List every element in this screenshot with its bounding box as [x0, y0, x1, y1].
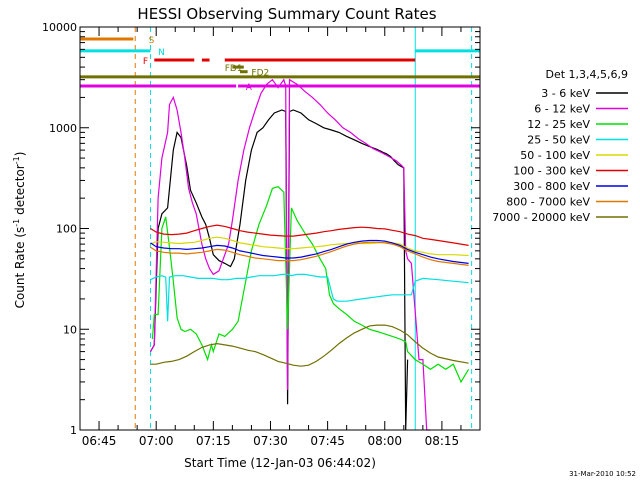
x-tick-label-5: 08:00: [367, 434, 402, 448]
x-tick-label-6: 08:15: [425, 434, 460, 448]
legend-label-8: 7000 - 20000 keV: [492, 211, 590, 224]
flag-label-f: F: [143, 57, 148, 67]
x-axis-label: Start Time (12-Jan-03 06:44:02): [184, 456, 376, 470]
y-axis-label: Count Rate (s-1 detector-1): [12, 152, 27, 309]
y-axis-label-end: ): [13, 152, 27, 157]
legend-label-3: 25 - 50 keV: [527, 134, 590, 147]
series-line-1: [149, 78, 431, 431]
series-line-6: [150, 239, 469, 264]
axes: 1 10 100 1000 10000 06:45 07:00 07:15 07:30 07:45…: [42, 21, 481, 448]
legend-label-5: 100 - 300 keV: [513, 165, 590, 178]
x-tick-label-3: 07:30: [253, 434, 288, 448]
y-tick-label-4: 10000: [42, 21, 77, 34]
series-line-2: [151, 186, 470, 384]
series-line-7: [150, 241, 469, 266]
y-tick-label-2: 100: [56, 223, 77, 236]
x-tick-label-4: 07:45: [310, 434, 345, 448]
series-line-5: [150, 224, 469, 246]
y-axis-label-sup2: -1: [12, 156, 21, 164]
series-line-8: [150, 324, 469, 367]
y-axis-label-sup1: -1: [12, 219, 21, 227]
series-lines: [149, 78, 470, 431]
y-axis-label-main: Count Rate (s: [13, 227, 27, 309]
legend: 3 - 6 keV 6 - 12 keV 12 - 25 keV 25 - 50 ke…: [492, 87, 628, 224]
marker-lines: [79, 27, 473, 430]
legend-label-4: 50 - 100 keV: [520, 149, 590, 162]
x-tick-label-1: 07:00: [139, 434, 174, 448]
y-tick-label-3: 1000: [49, 122, 77, 135]
legend-title: Det 1,3,4,5,6,9: [545, 68, 628, 81]
chart-title: HESSI Observing Summary Count Rates: [137, 5, 436, 23]
plot-frame: [79, 26, 481, 431]
flag-label-a: A: [246, 83, 253, 93]
legend-label-7: 800 - 7000 keV: [506, 196, 590, 209]
y-axis-label-mid: detector: [13, 164, 27, 219]
flag-bars: SNF FD1 FD2 A: [80, 36, 480, 93]
legend-label-1: 6 - 12 keV: [534, 103, 590, 116]
series-line-0: [149, 109, 409, 431]
series-line-3: [150, 273, 469, 322]
flag-label-n: N: [158, 48, 165, 58]
legend-label-0: 3 - 6 keV: [541, 87, 590, 100]
y-tick-label-0: 1: [70, 424, 77, 437]
flag-label-fd1: FD1: [225, 64, 243, 74]
legend-label-2: 12 - 25 keV: [527, 118, 590, 131]
flag-label-s: S: [149, 36, 155, 46]
legend-label-6: 300 - 800 keV: [513, 180, 590, 193]
y-tick-label-1: 10: [63, 323, 77, 336]
timestamp: 31-Mar-2010 10:52: [569, 470, 636, 478]
x-tick-label-2: 07:15: [196, 434, 231, 448]
flag-label-fd2: FD2: [251, 69, 269, 79]
x-tick-label-0: 06:45: [82, 434, 117, 448]
series-line-4: [150, 236, 469, 257]
y-axis-label-group: Count Rate (s-1 detector-1): [12, 152, 27, 309]
